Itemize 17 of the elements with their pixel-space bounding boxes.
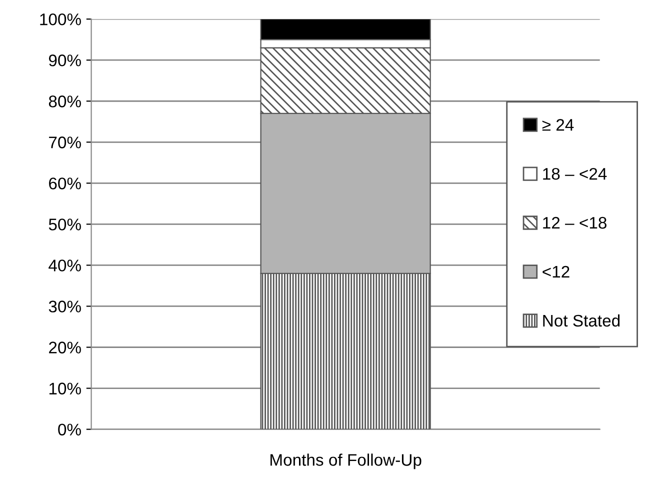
y-tick-label: 50% bbox=[48, 218, 81, 230]
y-tick-label: 70% bbox=[49, 136, 81, 148]
y-tick-label: 10% bbox=[49, 382, 81, 394]
y-tick-label: 20% bbox=[49, 342, 81, 354]
legend-label: Not Stated bbox=[543, 314, 620, 327]
x-axis-title: Months of Follow-Up bbox=[270, 454, 422, 470]
legend-label: 18 – <24 bbox=[543, 168, 607, 180]
y-tick-label: 100% bbox=[40, 13, 81, 26]
y-tick-label: 30% bbox=[48, 300, 81, 312]
legend-label: 12 – <18 bbox=[543, 216, 606, 229]
y-tick-label: 60% bbox=[49, 178, 81, 190]
y-tick-label: 80% bbox=[48, 96, 81, 108]
y-tick-label: 0% bbox=[58, 424, 81, 436]
y-tick-label: 40% bbox=[48, 260, 81, 272]
legend-label: <12 bbox=[542, 266, 570, 278]
legend-label: ≥ 24 bbox=[542, 118, 574, 131]
y-tick-label: 90% bbox=[48, 54, 81, 66]
